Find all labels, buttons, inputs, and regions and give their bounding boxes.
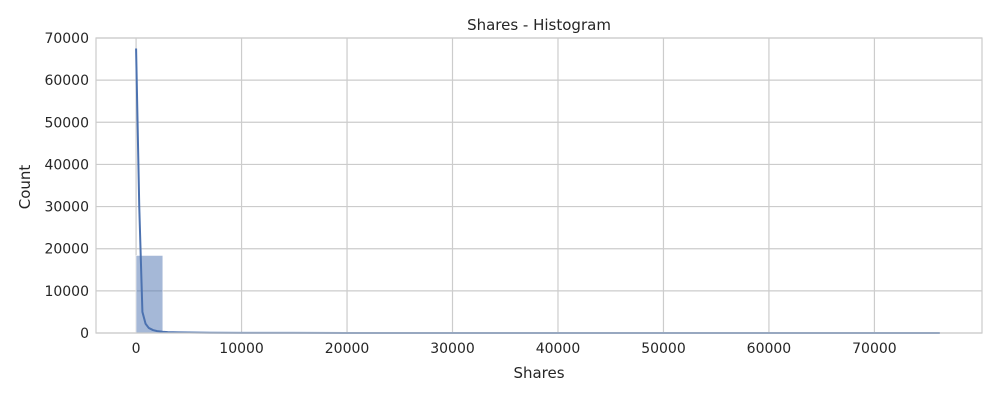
y-tick-label: 0 [80,326,89,342]
y-axis-title: Count [16,165,34,210]
x-tick-label: 10000 [219,341,264,357]
y-tick-label: 70000 [44,31,89,47]
x-axis-title: Shares [513,364,564,382]
x-tick-labels: 0 10000 20000 30000 40000 50000 60000 70000 [132,341,897,357]
x-tick-label: 40000 [536,341,581,357]
x-tick-label: 0 [132,341,141,357]
bars-layer [135,255,941,334]
y-tick-labels: 0 10000 20000 30000 40000 50000 60000 70000 [44,31,89,342]
y-tick-label: 40000 [44,157,89,173]
plot-frame [95,37,983,334]
x-tick-label: 50000 [641,341,686,357]
y-tick-label: 30000 [44,200,89,216]
grid-layer [96,37,982,334]
y-tick-label: 10000 [44,284,89,300]
y-tick-label: 50000 [44,115,89,131]
y-tick-label: 20000 [44,242,89,258]
x-tick-label: 60000 [747,341,792,357]
chart-title: Shares - Histogram [467,16,611,34]
x-tick-label: 30000 [430,341,475,357]
x-tick-label: 70000 [852,341,897,357]
y-tick-label: 60000 [44,73,89,89]
x-tick-label: 20000 [325,341,370,357]
